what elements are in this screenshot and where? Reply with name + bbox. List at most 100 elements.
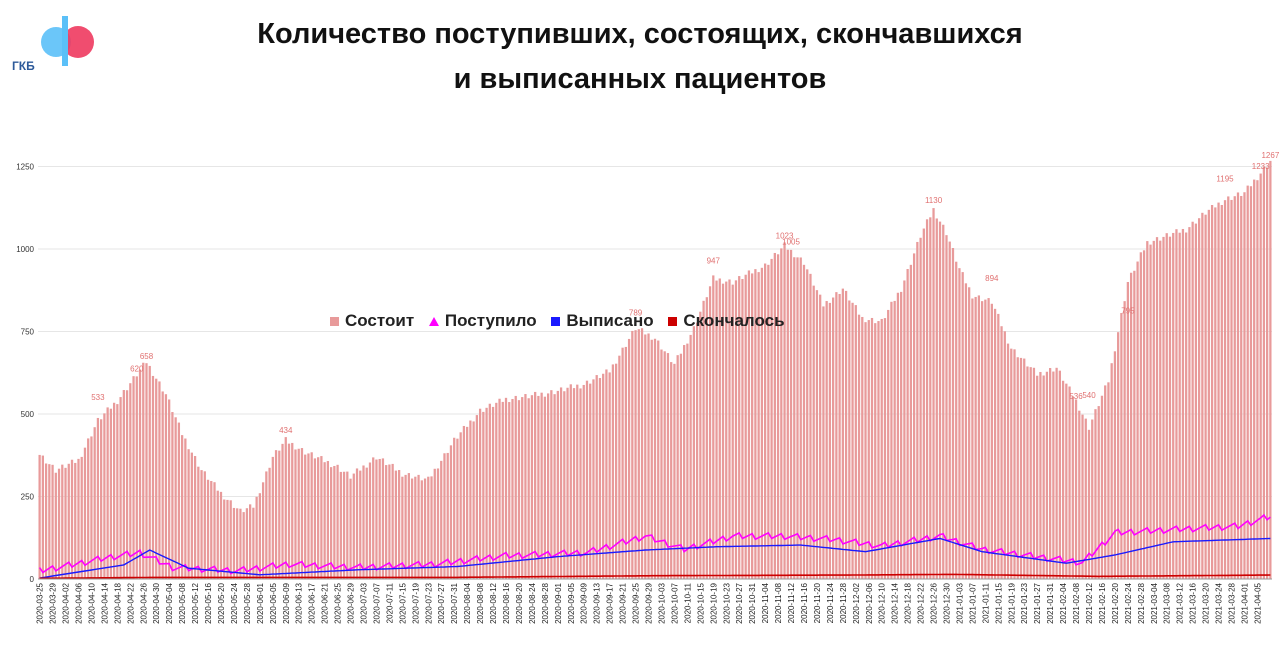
bar-sostoit — [880, 318, 883, 579]
bar-sostoit — [77, 458, 80, 579]
x-tick-label: 2020-06-25 — [334, 582, 343, 623]
bar-sostoit — [825, 301, 828, 579]
x-tick-label: 2021-03-28 — [1228, 582, 1237, 623]
bar-sostoit — [566, 387, 569, 579]
bar-sostoit — [958, 268, 961, 579]
bar-sostoit — [281, 443, 284, 579]
bar-sostoit — [1074, 399, 1078, 579]
bar-sostoit — [653, 338, 657, 579]
bar-sostoit — [631, 330, 634, 579]
bar-sostoit — [670, 362, 673, 579]
bar-sostoit — [524, 394, 527, 579]
bar-sostoit — [333, 465, 336, 579]
bar-sostoit — [925, 219, 929, 580]
legend-label-postupilo: Поступило — [444, 311, 537, 330]
x-tick-label: 2020-08-08 — [476, 582, 485, 623]
bar-sostoit — [1029, 367, 1032, 579]
bar-sostoit — [802, 264, 806, 579]
bar-sostoit — [1068, 386, 1071, 579]
bar-sostoit — [660, 349, 663, 579]
bar-sostoit — [1178, 232, 1181, 579]
bar-sostoit — [278, 450, 281, 579]
bar-sostoit — [391, 463, 394, 579]
bar-sostoit — [683, 345, 686, 579]
bar-sostoit — [67, 463, 70, 579]
bar-sostoit — [213, 482, 216, 579]
bar-sostoit — [647, 333, 650, 579]
bar-sostoit — [1262, 166, 1266, 579]
bar-sostoit — [514, 395, 517, 579]
y-tick-label: 0 — [30, 575, 35, 584]
bar-sostoit — [1188, 227, 1191, 580]
bar-sostoit — [1210, 205, 1214, 579]
bar-sostoit — [475, 415, 478, 579]
bar-sostoit — [838, 293, 841, 579]
x-tick-label: 2021-02-28 — [1137, 582, 1146, 623]
x-tick-label: 2020-09-09 — [580, 582, 589, 623]
bar-sostoit — [1100, 395, 1104, 579]
x-tick-label: 2020-10-23 — [722, 582, 731, 623]
bar-sostoit — [1227, 196, 1230, 580]
bar-sostoit — [430, 476, 433, 579]
bar-sostoit — [307, 453, 310, 579]
x-tick-label: 2020-12-10 — [878, 582, 887, 623]
bar-sostoit — [1201, 212, 1204, 579]
x-tick-label: 2021-01-07 — [968, 582, 977, 623]
bar-sostoit — [900, 291, 903, 579]
bar-sostoit — [835, 292, 838, 579]
data-label-sostoit: 620 — [130, 364, 144, 373]
bar-sostoit — [1142, 250, 1146, 579]
bar-sostoit — [546, 393, 550, 579]
x-tick-label: 2020-06-05 — [269, 582, 278, 623]
bar-sostoit — [676, 355, 679, 579]
bar-sostoit — [187, 449, 190, 579]
bar-sostoit — [1162, 236, 1165, 579]
bar-sostoit — [352, 473, 355, 579]
legend-swatch-vypisano — [551, 317, 561, 327]
x-tick-label: 2020-12-26 — [930, 582, 939, 623]
bar-sostoit — [74, 462, 77, 579]
x-tick-label: 2020-09-17 — [606, 582, 615, 623]
x-tick-label: 2020-10-07 — [670, 582, 679, 623]
x-tick-label: 2021-02-12 — [1085, 582, 1094, 623]
bar-sostoit — [1049, 368, 1052, 579]
bar-sostoit — [368, 462, 372, 579]
bar-sostoit — [109, 408, 113, 579]
x-tick-label: 2020-07-27 — [437, 582, 446, 623]
bar-sostoit — [87, 438, 90, 579]
x-tick-label: 2021-03-20 — [1202, 582, 1211, 623]
bar-sostoit — [180, 435, 184, 579]
bar-sostoit — [44, 463, 48, 579]
bar-sostoit — [443, 453, 446, 579]
bar-sostoit — [359, 470, 362, 579]
x-tick-label: 2020-12-30 — [942, 582, 951, 623]
bar-sostoit — [815, 290, 819, 579]
bar-sostoit — [692, 326, 695, 579]
bar-sostoit — [242, 512, 245, 579]
bar-sostoit — [206, 479, 210, 579]
bar-sostoit — [203, 471, 206, 579]
bar-sostoit — [929, 217, 932, 579]
data-label-sostoit: 540 — [1082, 391, 1096, 400]
bar-sostoit — [326, 461, 330, 579]
bar-sostoit — [148, 365, 151, 579]
legend-label-skonchalos: Скончалось — [683, 311, 785, 330]
bar-sostoit — [478, 408, 482, 579]
bar-sostoit — [686, 343, 689, 579]
bar-sostoit — [857, 314, 861, 579]
bar-sostoit — [216, 490, 219, 579]
bar-sostoit — [346, 471, 349, 579]
bar-sostoit — [517, 400, 521, 579]
x-tick-label: 2020-09-05 — [567, 582, 576, 623]
bar-sostoit — [125, 390, 129, 579]
y-tick-label: 750 — [21, 328, 35, 337]
data-label-sostoit: 1267 — [1261, 151, 1279, 160]
bar-sostoit — [705, 297, 708, 579]
bar-sostoit — [41, 455, 44, 579]
bar-sostoit — [219, 491, 223, 579]
bar-sostoit — [1123, 301, 1126, 579]
bar-sostoit — [1194, 223, 1198, 579]
bar-sostoit — [397, 470, 401, 579]
bar-sostoit — [427, 476, 430, 579]
bar-sostoit — [579, 388, 582, 579]
